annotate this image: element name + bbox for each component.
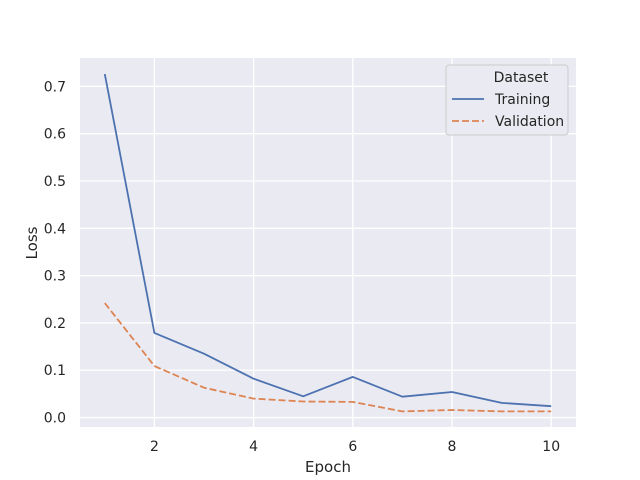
y-tick-label: 0.7	[44, 79, 66, 95]
series-line-training	[103, 73, 552, 408]
x-tick-label: 4	[249, 439, 258, 455]
x-tick-label: 6	[348, 439, 357, 455]
legend-title: Dataset	[494, 70, 549, 86]
legend: Dataset Training Validation	[445, 64, 569, 136]
x-axis-label: Epoch	[305, 458, 351, 476]
y-tick-label: 0.4	[44, 221, 66, 237]
x-tick-label: 8	[448, 439, 457, 455]
x-tick-label: 2	[150, 439, 159, 455]
x-tick-label: 10	[542, 439, 560, 455]
y-tick-label: 0.6	[44, 127, 66, 143]
grid-lines	[80, 58, 576, 427]
tick-labels: 2 4 6 8 10 0.0 0.1 0.2 0.3 0.4 0.5 0.6 0.7	[44, 79, 560, 455]
y-tick-label: 0.1	[44, 363, 66, 379]
legend-box	[445, 64, 569, 136]
y-axis-label: Loss	[23, 226, 41, 259]
y-tick-label: 0.0	[44, 411, 66, 427]
series-lines	[103, 73, 552, 413]
y-tick-label: 0.5	[44, 174, 66, 190]
legend-label-validation: Validation	[495, 114, 564, 130]
y-tick-label: 0.2	[44, 316, 66, 332]
legend-label-training: Training	[494, 92, 550, 108]
y-tick-label: 0.3	[44, 269, 66, 285]
